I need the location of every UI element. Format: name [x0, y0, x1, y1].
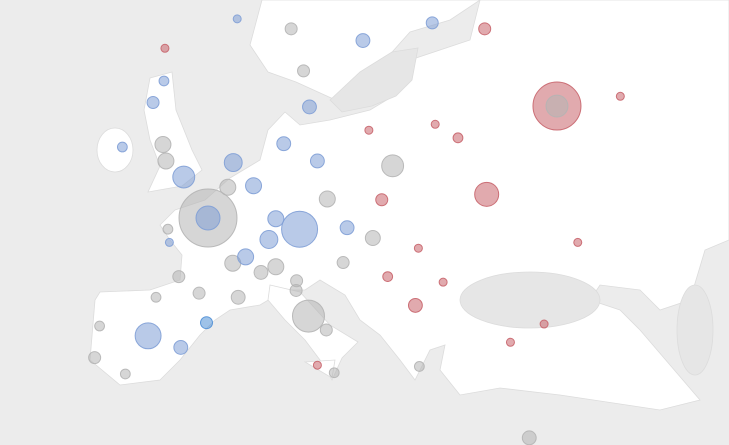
bubble — [474, 181, 500, 207]
bubble — [413, 361, 425, 372]
bubble — [381, 154, 405, 178]
bubble — [297, 64, 311, 78]
bubble — [267, 258, 285, 276]
baltic-sea — [329, 47, 419, 113]
bubble — [328, 367, 340, 379]
bubble — [284, 22, 298, 36]
ireland — [96, 127, 134, 173]
bubble — [573, 237, 583, 247]
bubble — [521, 430, 537, 445]
bubble — [94, 320, 105, 332]
black-sea — [459, 271, 601, 329]
bubble — [134, 322, 162, 350]
bubble — [195, 205, 221, 231]
bubble — [319, 323, 333, 337]
bubble — [289, 283, 303, 297]
bubble — [172, 270, 186, 284]
bubble — [232, 14, 242, 24]
bubble — [281, 210, 319, 248]
bubble — [355, 33, 371, 48]
bubble — [545, 94, 569, 118]
bubble — [478, 22, 492, 36]
bubble — [438, 277, 448, 287]
bubble — [164, 237, 174, 247]
bubble — [253, 264, 269, 280]
bubble — [318, 190, 336, 208]
bubble — [364, 230, 381, 247]
bubble — [230, 289, 246, 305]
bubble — [119, 368, 131, 380]
bubble — [339, 220, 355, 236]
bubble — [413, 243, 423, 253]
bubble — [158, 75, 170, 87]
bubble — [237, 248, 255, 266]
bubble — [160, 43, 170, 53]
bubble — [539, 319, 549, 329]
bubble — [382, 271, 394, 283]
bubble — [505, 337, 515, 347]
bubble — [245, 177, 263, 195]
bubble — [430, 119, 440, 129]
bubble — [173, 339, 189, 355]
bubble — [154, 136, 172, 154]
bubble — [276, 136, 292, 152]
bubble — [162, 223, 174, 235]
bubble — [302, 99, 317, 115]
bubble — [291, 299, 325, 333]
bubble — [88, 351, 102, 365]
bubble — [200, 316, 214, 330]
bubble — [157, 152, 175, 170]
bubble — [312, 360, 322, 370]
bubble — [364, 125, 374, 135]
bubble — [375, 193, 389, 207]
bubble — [192, 286, 206, 300]
bubble — [150, 291, 162, 303]
bubble — [615, 91, 625, 101]
bubble — [116, 141, 128, 153]
bubble — [219, 178, 237, 196]
bubble — [267, 210, 285, 228]
bubble — [172, 165, 196, 189]
bubble — [407, 297, 423, 313]
bubble — [223, 153, 243, 173]
bubble — [146, 96, 160, 110]
bubble — [309, 153, 325, 169]
bubble — [259, 230, 279, 249]
bubble — [425, 16, 439, 30]
caspian-sea — [676, 284, 714, 376]
bubble — [336, 256, 350, 270]
bubble — [452, 132, 464, 144]
